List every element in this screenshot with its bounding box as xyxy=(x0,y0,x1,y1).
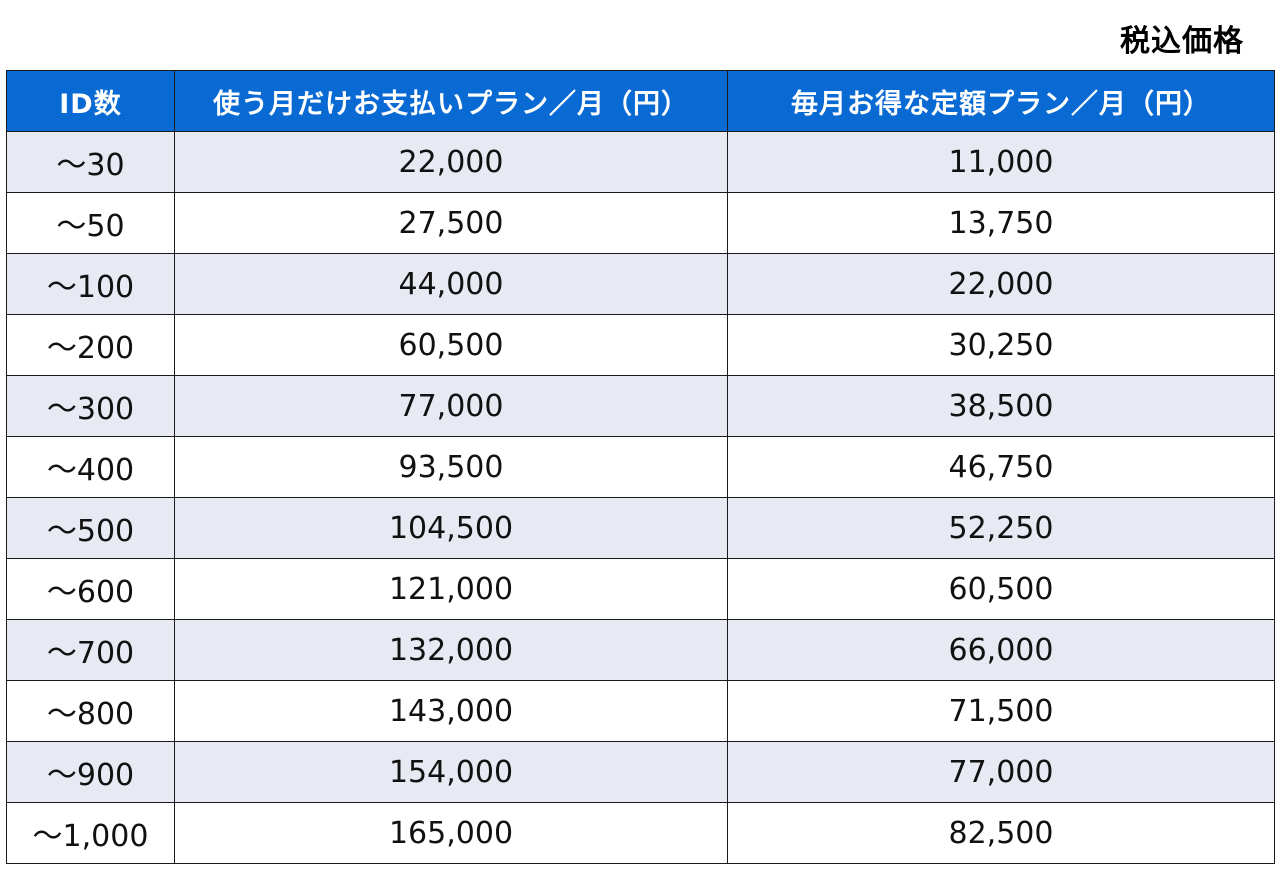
pay-as-you-go-price-cell: 154,000 xyxy=(174,741,728,803)
monthly-flat-price-cell: 52,250 xyxy=(727,497,1275,559)
id-count-cell: ～100 xyxy=(6,253,175,315)
pay-as-you-go-price-cell: 132,000 xyxy=(174,619,728,681)
pay-as-you-go-price-cell: 121,000 xyxy=(174,558,728,620)
table-row: ～800 143,000 71,500 xyxy=(6,680,1275,742)
monthly-flat-price-cell: 66,000 xyxy=(727,619,1275,681)
table-row: ～600 121,000 60,500 xyxy=(6,558,1275,620)
id-count-cell: ～300 xyxy=(6,375,175,437)
pricing-table-body: ～30 22,000 11,000 ～50 27,500 13,750 ～100 44,000… xyxy=(6,131,1275,864)
id-count-cell: ～800 xyxy=(6,680,175,742)
pricing-table-header: ID数 使う月だけお支払いプラン／月（円） 毎月お得な定額プラン／月（円） xyxy=(6,70,1275,132)
id-count-cell: ～1,000 xyxy=(6,802,175,864)
monthly-flat-price-cell: 71,500 xyxy=(727,680,1275,742)
pay-as-you-go-price-cell: 104,500 xyxy=(174,497,728,559)
pay-as-you-go-price-cell: 60,500 xyxy=(174,314,728,376)
table-row: ～1,000 165,000 82,500 xyxy=(6,802,1275,864)
id-count-cell: ～200 xyxy=(6,314,175,376)
monthly-flat-price-cell: 22,000 xyxy=(727,253,1275,315)
table-row: ～400 93,500 46,750 xyxy=(6,436,1275,498)
id-count-cell: ～600 xyxy=(6,558,175,620)
pay-as-you-go-price-cell: 27,500 xyxy=(174,192,728,254)
table-row: ～100 44,000 22,000 xyxy=(6,253,1275,315)
table-row: ～50 27,500 13,750 xyxy=(6,192,1275,254)
table-row: ～300 77,000 38,500 xyxy=(6,375,1275,437)
header-row: ID数 使う月だけお支払いプラン／月（円） 毎月お得な定額プラン／月（円） xyxy=(6,70,1275,132)
pay-as-you-go-price-cell: 22,000 xyxy=(174,131,728,193)
monthly-flat-price-cell: 82,500 xyxy=(727,802,1275,864)
column-header-monthly-flat: 毎月お得な定額プラン／月（円） xyxy=(727,70,1275,132)
tax-included-label: 税込価格 xyxy=(1120,24,1244,59)
monthly-flat-price-cell: 30,250 xyxy=(727,314,1275,376)
id-count-cell: ～900 xyxy=(6,741,175,803)
monthly-flat-price-cell: 11,000 xyxy=(727,131,1275,193)
table-row: ～700 132,000 66,000 xyxy=(6,619,1275,681)
table-row: ～900 154,000 77,000 xyxy=(6,741,1275,803)
table-row: ～500 104,500 52,250 xyxy=(6,497,1275,559)
monthly-flat-price-cell: 60,500 xyxy=(727,558,1275,620)
monthly-flat-price-cell: 38,500 xyxy=(727,375,1275,437)
column-header-pay-as-you-go: 使う月だけお支払いプラン／月（円） xyxy=(174,70,728,132)
pay-as-you-go-price-cell: 93,500 xyxy=(174,436,728,498)
pricing-table: ID数 使う月だけお支払いプラン／月（円） 毎月お得な定額プラン／月（円） ～3… xyxy=(6,70,1275,864)
column-header-id-count: ID数 xyxy=(6,70,175,132)
id-count-cell: ～50 xyxy=(6,192,175,254)
monthly-flat-price-cell: 46,750 xyxy=(727,436,1275,498)
table-row: ～30 22,000 11,000 xyxy=(6,131,1275,193)
id-count-cell: ～700 xyxy=(6,619,175,681)
id-count-cell: ～30 xyxy=(6,131,175,193)
monthly-flat-price-cell: 77,000 xyxy=(727,741,1275,803)
pay-as-you-go-price-cell: 44,000 xyxy=(174,253,728,315)
id-count-cell: ～400 xyxy=(6,436,175,498)
table-row: ～200 60,500 30,250 xyxy=(6,314,1275,376)
id-count-cell: ～500 xyxy=(6,497,175,559)
pay-as-you-go-price-cell: 143,000 xyxy=(174,680,728,742)
pay-as-you-go-price-cell: 165,000 xyxy=(174,802,728,864)
monthly-flat-price-cell: 13,750 xyxy=(727,192,1275,254)
pay-as-you-go-price-cell: 77,000 xyxy=(174,375,728,437)
